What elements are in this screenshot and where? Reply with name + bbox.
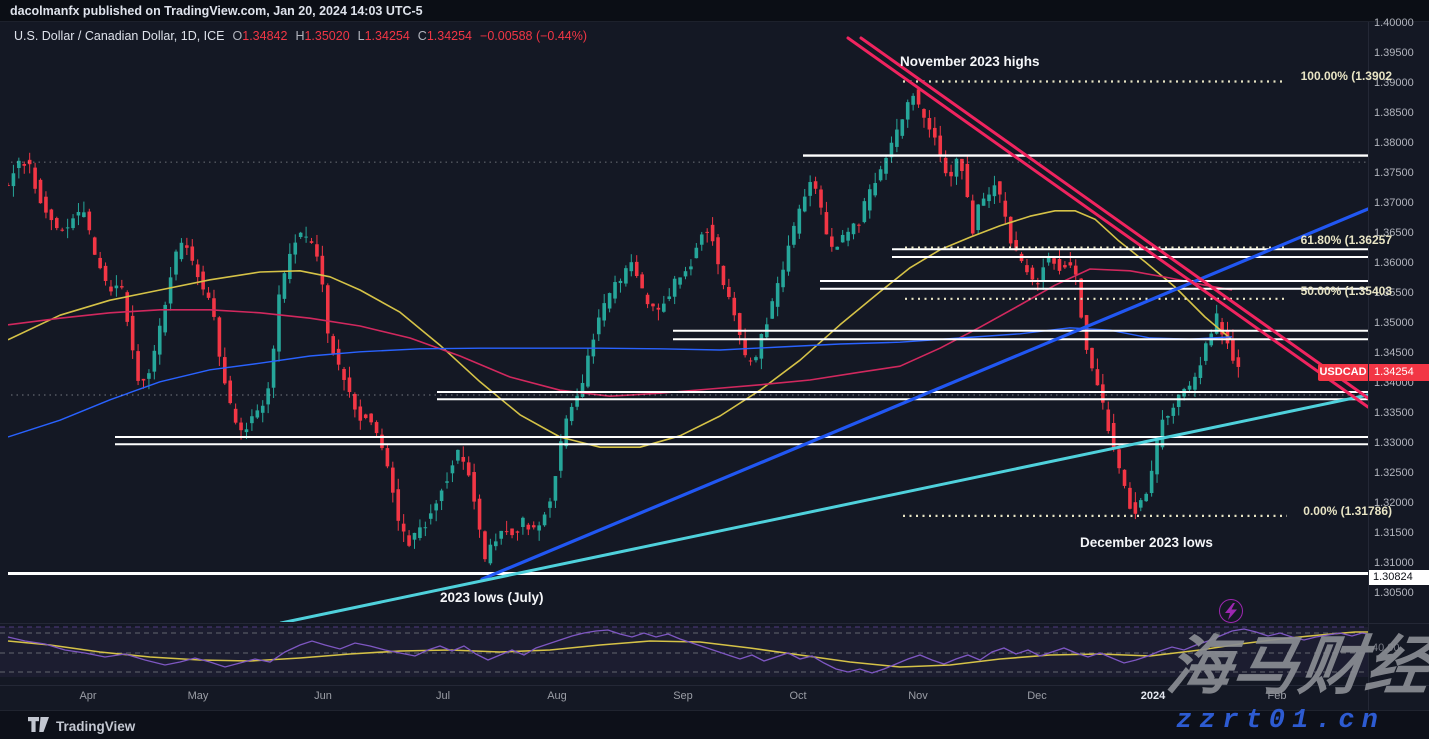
price-pane [8, 36, 1368, 622]
price-tick: 1.39500 [1374, 47, 1414, 59]
tradingview-brand[interactable]: TradingView [28, 717, 135, 735]
time-tick-May: May [187, 690, 209, 702]
ohlc-value: 1.34254 [426, 29, 473, 43]
watermark-url: zzrt01.cn [1176, 706, 1385, 736]
last-price-value-tag: 1.34254 [1369, 364, 1429, 381]
fib-label-50: 50.00% (1.35403 [1300, 284, 1392, 298]
last-price-symbol-tag: USDCAD [1318, 364, 1368, 381]
ohlc-key: C [417, 29, 427, 43]
july-low-price-tag: 1.30824 [1369, 570, 1429, 585]
ohlc-values: O1.34842 H1.35020 L1.34254 C1.34254 [225, 29, 473, 43]
annotation-december-lows: December 2023 lows [1080, 535, 1213, 550]
ma-blue [8, 327, 1233, 438]
time-tick-Jun: Jun [314, 690, 332, 702]
price-tick: 1.35000 [1374, 317, 1414, 329]
price-tick: 1.36500 [1374, 227, 1414, 239]
rsi-line [7, 628, 1368, 674]
symbol-title[interactable]: U.S. Dollar / Canadian Dollar, 1D, ICE [14, 29, 225, 43]
price-tick: 1.30500 [1374, 587, 1414, 599]
price-tick: 1.40000 [1374, 17, 1414, 29]
ma-yellow [8, 210, 1233, 449]
ohlc-value: 1.34254 [364, 29, 410, 43]
rsi-pane [0, 626, 1368, 677]
price-tick: 1.37500 [1374, 167, 1414, 179]
time-tick-Sep: Sep [673, 690, 693, 702]
time-tick-Aug: Aug [547, 690, 567, 702]
price-axis[interactable] [1368, 22, 1429, 710]
footer-bar: TradingView [0, 710, 1429, 739]
publish-header: dacolmanfx published on TradingView.com,… [0, 0, 1429, 22]
ohlc-key: O [232, 29, 243, 43]
price-tick: 1.36000 [1374, 257, 1414, 269]
descending-channel-upper [859, 36, 1368, 400]
price-tick: 1.35500 [1374, 287, 1414, 299]
instant-trading-button[interactable] [1219, 599, 1243, 623]
tradingview-brand-label: TradingView [56, 718, 136, 734]
time-tick-Dec: Dec [1027, 690, 1047, 702]
time-tick-Nov: Nov [908, 690, 928, 702]
price-tick: 1.33000 [1374, 437, 1414, 449]
ascending-trendline-cyan [279, 393, 1368, 622]
price-tick: 1.32500 [1374, 467, 1414, 479]
time-axis-divider [0, 685, 1429, 686]
fib-label-0: 0.00% (1.31786) [1303, 504, 1392, 518]
price-tick: 1.38000 [1374, 137, 1414, 149]
ohlc-key: H [295, 29, 305, 43]
symbol-info-bar[interactable]: U.S. Dollar / Canadian Dollar, 1D, ICE O1… [14, 29, 587, 43]
price-tick: 1.34500 [1374, 347, 1414, 359]
annotation-november-highs: November 2023 highs [900, 54, 1040, 69]
annotation-july-lows: 2023 lows (July) [440, 590, 544, 605]
ohlc-value: 1.35020 [304, 29, 350, 43]
price-tick: 1.31500 [1374, 527, 1414, 539]
time-tick-Feb: Feb [1267, 690, 1287, 702]
time-tick-Jul: Jul [435, 690, 451, 702]
price-tick: 1.37000 [1374, 197, 1414, 209]
tradingview-logo-icon [28, 717, 49, 735]
change-value: −0.00588 (−0.44%) [480, 29, 588, 43]
price-tick: 1.39000 [1374, 77, 1414, 89]
rsi-ma-line [7, 631, 1368, 668]
price-tick: 1.31000 [1374, 557, 1414, 569]
rsi-axis-value: 40.00 [1372, 642, 1400, 654]
price-tick: 1.32000 [1374, 497, 1414, 509]
watermark-cjk: 海马财经 [1162, 630, 1429, 702]
time-tick-2024: 2024 [1140, 690, 1166, 702]
time-tick-Oct: Oct [789, 690, 807, 702]
fib-label-100: 100.00% (1.3902 [1300, 69, 1392, 83]
pane-divider[interactable] [0, 623, 1429, 624]
ohlc-key: L [357, 29, 365, 43]
fib-label-618: 61.80% (1.36257 [1300, 233, 1392, 247]
price-tick: 1.33500 [1374, 407, 1414, 419]
ohlc-value: 1.34842 [242, 29, 288, 43]
price-tick: 1.38500 [1374, 107, 1414, 119]
time-tick-Apr: Apr [79, 690, 97, 702]
descending-channel-lower [846, 36, 1368, 409]
publish-line: dacolmanfx published on TradingView.com,… [10, 4, 423, 18]
ascending-trendline-blue [480, 207, 1368, 581]
